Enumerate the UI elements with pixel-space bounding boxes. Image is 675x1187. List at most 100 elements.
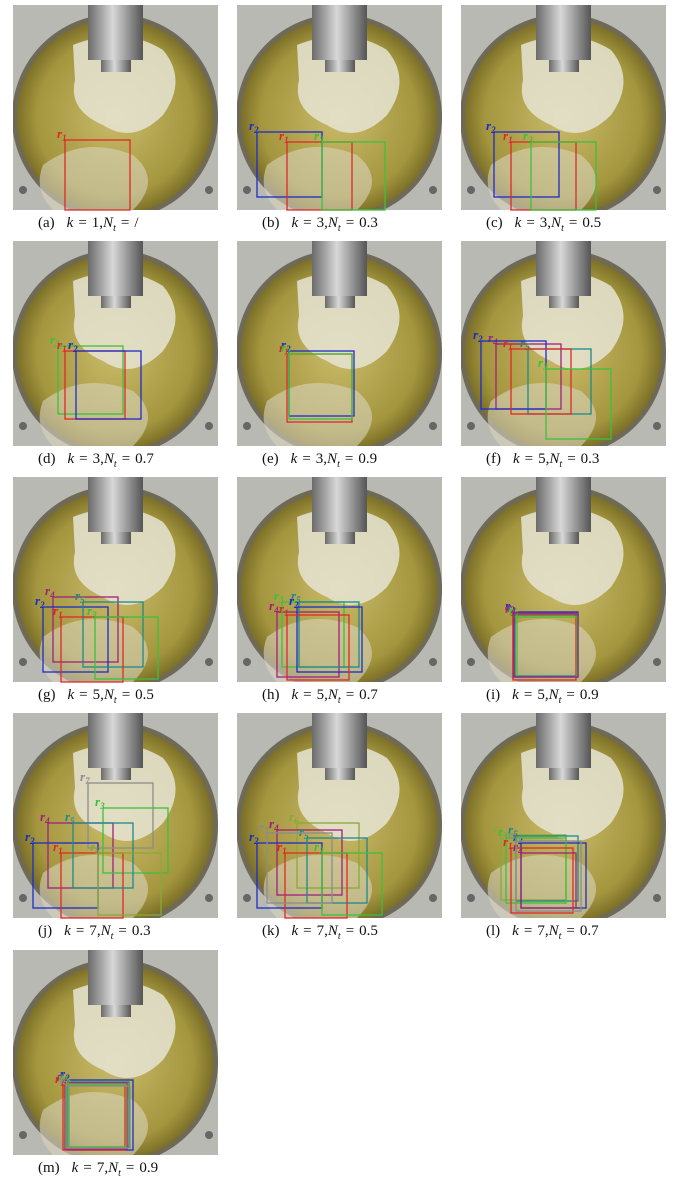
box-label-index: 4 bbox=[44, 816, 50, 826]
box-label-index: 3 bbox=[91, 610, 97, 620]
equals: = bbox=[302, 451, 310, 467]
box-label-index: 4 bbox=[510, 606, 516, 616]
n-subscript: t bbox=[111, 931, 114, 942]
bounding-box bbox=[64, 1082, 128, 1150]
box-label-r: r bbox=[65, 809, 71, 824]
nt-value: / bbox=[134, 215, 139, 231]
box-label-index: 6 bbox=[294, 816, 299, 826]
caption-label: (g) bbox=[38, 687, 56, 703]
n-symbol: N bbox=[327, 923, 339, 939]
box-label-r: r bbox=[506, 599, 512, 614]
box-label-index: 1 bbox=[284, 608, 289, 618]
box-label-r: r bbox=[279, 128, 285, 143]
k-symbol: k bbox=[68, 451, 75, 467]
box-label-r: r bbox=[508, 827, 514, 842]
caption-label: (i) bbox=[486, 687, 500, 703]
bounding-box bbox=[75, 350, 142, 420]
box-label: r3 bbox=[314, 839, 324, 856]
box-label-index: 2 bbox=[253, 836, 259, 846]
k-value: 5 bbox=[93, 687, 101, 703]
comma: , bbox=[547, 215, 551, 231]
box-label: r5 bbox=[299, 824, 309, 841]
box-label-index: 3 bbox=[527, 135, 533, 145]
n-symbol: N bbox=[102, 215, 114, 231]
equals: = bbox=[121, 215, 129, 231]
box-label: r4 bbox=[269, 598, 279, 615]
box-label-r: r bbox=[473, 327, 479, 342]
n-subscript: t bbox=[337, 459, 340, 470]
bounding-box bbox=[505, 837, 567, 904]
bounding-box bbox=[530, 141, 597, 211]
equals: = bbox=[122, 451, 130, 467]
bounding-box bbox=[82, 601, 144, 668]
box-label: r7 bbox=[60, 1072, 70, 1089]
box-label-index: 2 bbox=[285, 344, 291, 354]
n-subscript: t bbox=[118, 1168, 121, 1179]
k-value: 3 bbox=[316, 451, 324, 467]
equals: = bbox=[524, 687, 532, 703]
box-label-index: 1 bbox=[284, 347, 289, 357]
n-subscript: t bbox=[561, 223, 564, 234]
box-label-index: 3 bbox=[278, 595, 284, 605]
caption-label: (k) bbox=[262, 923, 280, 939]
caption: (l) k = 7,Nt = 0.7 bbox=[486, 923, 599, 942]
nt-value: 0.7 bbox=[580, 923, 599, 939]
box-label-r: r bbox=[279, 601, 285, 616]
box-label-r: r bbox=[523, 128, 529, 143]
box-label-r: r bbox=[249, 118, 255, 133]
comma: , bbox=[100, 687, 104, 703]
box-label: r2 bbox=[505, 598, 515, 615]
box-label: r3 bbox=[509, 603, 519, 620]
n-symbol: N bbox=[103, 451, 115, 467]
box-label: r1 bbox=[503, 128, 513, 145]
box-label-r: r bbox=[259, 819, 265, 834]
box-label: r3 bbox=[50, 332, 60, 349]
caption: (g) k = 5,Nt = 0.5 bbox=[38, 687, 154, 706]
caption-label: (e) bbox=[262, 451, 279, 467]
box-label-r: r bbox=[279, 340, 285, 355]
nt-value: 0.5 bbox=[582, 215, 601, 231]
box-label-r: r bbox=[503, 335, 509, 350]
box-label: r1 bbox=[505, 601, 515, 618]
k-value: 7 bbox=[537, 923, 545, 939]
comma: , bbox=[324, 215, 328, 231]
equals: = bbox=[303, 687, 311, 703]
k-value: 1 bbox=[92, 215, 100, 231]
caption: (a) k = 1,Nt = / bbox=[38, 215, 139, 234]
bounding-box bbox=[276, 611, 340, 678]
box-label: r2 bbox=[25, 829, 35, 846]
box-label-r: r bbox=[508, 822, 514, 837]
photo bbox=[461, 5, 666, 210]
comma: , bbox=[323, 451, 327, 467]
equals: = bbox=[524, 923, 532, 939]
box-label-index: 3 bbox=[54, 339, 60, 349]
n-symbol: N bbox=[100, 923, 112, 939]
equals: = bbox=[76, 923, 84, 939]
box-label: r4 bbox=[269, 816, 279, 833]
nt-value: 0.3 bbox=[359, 215, 378, 231]
k-symbol: k bbox=[292, 687, 299, 703]
box-label-index: 5 bbox=[512, 607, 517, 617]
box-label-r: r bbox=[498, 824, 504, 839]
box-label-r: r bbox=[493, 821, 499, 836]
box-label: r2 bbox=[289, 593, 299, 610]
equals: = bbox=[303, 923, 311, 939]
box-label-r: r bbox=[314, 128, 320, 143]
k-value: 3 bbox=[93, 451, 101, 467]
k-value: 7 bbox=[97, 1160, 105, 1176]
box-label-index: 2 bbox=[64, 1073, 70, 1083]
box-label-index: 1 bbox=[282, 846, 287, 856]
box-label: r3 bbox=[274, 588, 284, 605]
box-label-r: r bbox=[50, 332, 56, 347]
box-label-index: 1 bbox=[510, 608, 515, 618]
k-symbol: k bbox=[64, 923, 71, 939]
box-label: r7 bbox=[508, 827, 518, 844]
box-label-r: r bbox=[269, 598, 275, 613]
nt-value: 0.3 bbox=[132, 923, 151, 939]
bounding-box bbox=[298, 601, 360, 668]
box-label: r3 bbox=[281, 340, 291, 357]
